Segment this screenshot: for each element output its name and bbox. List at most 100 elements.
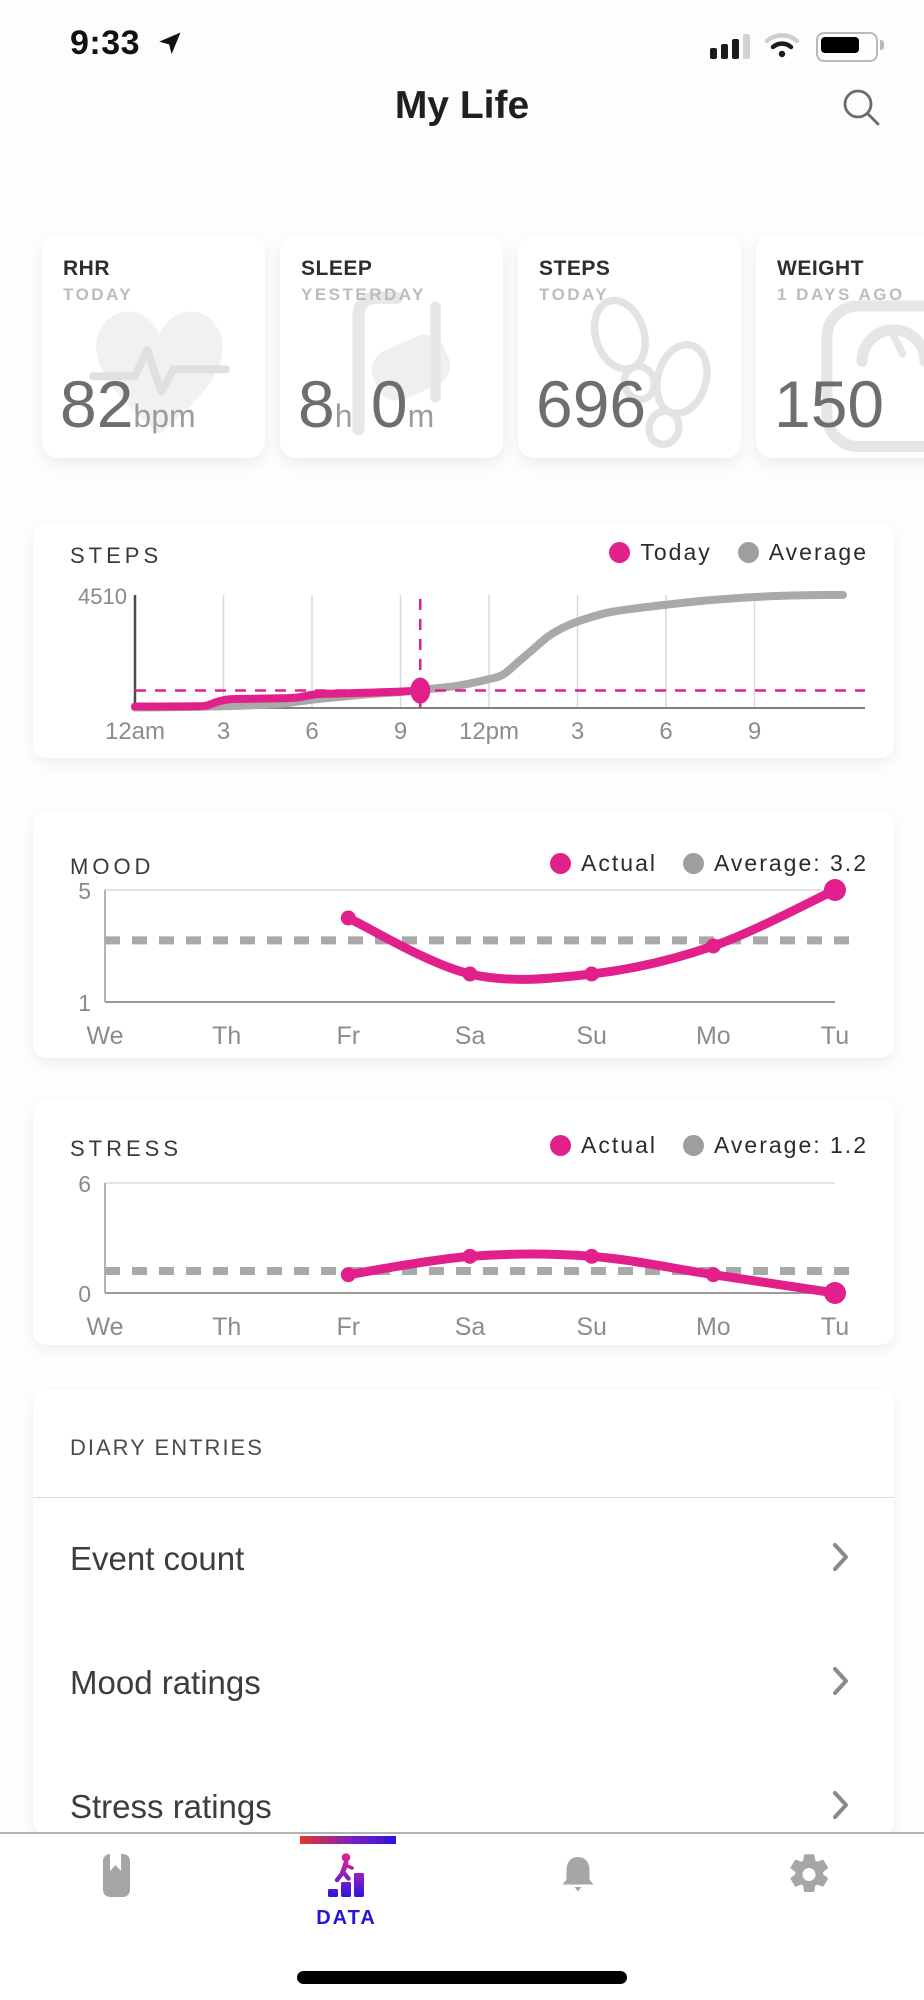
svg-text:1: 1 [78,990,91,1016]
svg-text:Mo: Mo [696,1313,731,1341]
diary-row-label: Stress ratings [70,1788,272,1825]
diary-rows: Event count Mood ratings Stress ratings [33,1497,894,1835]
card-value-part: m [407,398,435,434]
svg-text:9: 9 [748,718,761,745]
card-sublabel: TODAY [539,285,610,304]
svg-text:Mo: Mo [696,1022,731,1050]
diary-heading: DIARY ENTRIES [70,1435,264,1460]
svg-text:9: 9 [394,718,407,745]
svg-text:Tu: Tu [821,1313,849,1341]
chart-card-steps[interactable]: STEPS Today Average 12am 3 6 9 12pm 3 6 9 4510 [33,523,894,758]
legend-dot [550,853,572,874]
summary-card-sleep[interactable]: SLEEP YESTERDAY 8h 0m [280,235,503,458]
chart-legend: Actual Average: 3.2 [550,850,868,877]
legend-item: Average [737,539,868,566]
chevron-right-icon [832,1666,850,1701]
svg-text:Th: Th [212,1022,241,1050]
card-value: 8h 0m [298,366,434,442]
bell-icon [554,1851,602,1904]
diary-row-event-count[interactable]: Event count [33,1497,894,1621]
svg-text:6: 6 [305,718,318,745]
svg-text:3: 3 [571,718,584,745]
stress-chart-plot: 6 0 We Th Fr Sa Su Mo Tu [78,1171,857,1341]
mood-chart-plot: 5 1 We Th Fr Sa Su Mo Tu [78,878,857,1050]
card-value-part: 82 [60,367,134,441]
legend-item: Actual [550,1132,657,1159]
svg-text:Fr: Fr [337,1313,361,1341]
tab-journal[interactable] [0,1834,231,1944]
card-value: 82bpm [60,366,196,442]
tab-label: DATA [316,1907,377,1929]
chart-title-steps: STEPS [70,543,163,568]
tab-data[interactable]: DATA [231,1834,462,1944]
legend-label: Average: 1.2 [713,1132,868,1158]
tab-settings[interactable] [693,1834,924,1944]
page-title: My Life [394,84,530,127]
wifi-icon [764,33,800,58]
svg-text:6: 6 [78,1171,91,1197]
status-time: 9:33 [70,24,141,62]
legend-item: Actual [550,850,657,877]
card-value-part: 150 [774,367,885,441]
steps-chart-plot: 12am 3 6 9 12pm 3 6 9 4510 [78,584,865,745]
data-stairs-icon [323,1851,371,1904]
tab-bar: DATA [0,1832,924,2000]
legend-label: Average: 3.2 [713,850,868,876]
legend-dot [682,853,704,874]
card-label: RHR [63,257,110,280]
legend-item: Average: 1.2 [682,1132,868,1159]
search-icon[interactable] [840,86,884,130]
legend-dot [550,1135,572,1156]
card-value: 150 [774,366,884,442]
chart-title-mood: MOOD [70,854,155,879]
chart-legend: Actual Average: 1.2 [550,1132,868,1159]
home-indicator[interactable] [297,1971,627,1984]
svg-text:Tu: Tu [821,1022,849,1050]
svg-text:Su: Su [576,1313,607,1341]
card-sublabel: YESTERDAY [301,285,426,304]
svg-text:Sa: Sa [455,1022,486,1050]
card-value-part: 0 [352,367,408,441]
legend-item: Today [609,539,711,566]
card-value-part: h [334,398,353,434]
card-value-part: 696 [536,367,647,441]
legend-item: Average: 3.2 [682,850,868,877]
diary-row-mood-ratings[interactable]: Mood ratings [33,1621,894,1745]
svg-text:12am: 12am [105,718,165,745]
chart-title-stress: STRESS [70,1136,183,1161]
svg-text:Th: Th [212,1313,241,1341]
chart-card-mood[interactable]: MOOD Actual Average: 3.2 5 1 We Th Fr Sa Su Mo Tu [33,810,894,1058]
diary-entries-card: DIARY ENTRIES Event count Mood ratings S… [33,1390,894,1835]
gear-icon [785,1851,833,1904]
summary-card-steps[interactable]: STEPS TODAY 696 [518,235,741,458]
summary-card-rhr[interactable]: RHR TODAY 82bpm [42,235,265,458]
location-arrow-icon [159,32,181,55]
card-label: SLEEP [301,257,373,280]
legend-label: Average [768,539,868,565]
card-label: WEIGHT [777,257,864,280]
chart-card-stress[interactable]: STRESS Actual Average: 1.2 6 0 We Th Fr Sa Su Mo Tu [33,1100,894,1345]
svg-text:5: 5 [78,878,91,904]
divider [33,1497,894,1498]
svg-text:6: 6 [659,718,672,745]
card-value-part: 8 [298,367,335,441]
chart-legend: Today Average [609,539,868,566]
active-tab-indicator [300,1836,396,1844]
journal-icon [92,1851,140,1904]
chevron-right-icon [832,1542,850,1577]
svg-text:Sa: Sa [455,1313,486,1341]
svg-text:Fr: Fr [337,1022,361,1050]
svg-text:0: 0 [78,1281,91,1307]
summary-card-weight[interactable]: WEIGHT 1 DAYS AGO 150 [756,235,924,458]
card-value: 696 [536,366,646,442]
svg-text:We: We [86,1313,123,1341]
chevron-right-icon [832,1790,850,1825]
tab-notifications[interactable] [462,1834,693,1944]
svg-text:4510: 4510 [78,584,127,609]
diary-row-stress-ratings[interactable]: Stress ratings [33,1745,894,1835]
legend-dot [737,542,759,563]
legend-dot [609,542,631,563]
cellular-signal-icon [710,34,750,59]
legend-label: Actual [581,850,657,876]
